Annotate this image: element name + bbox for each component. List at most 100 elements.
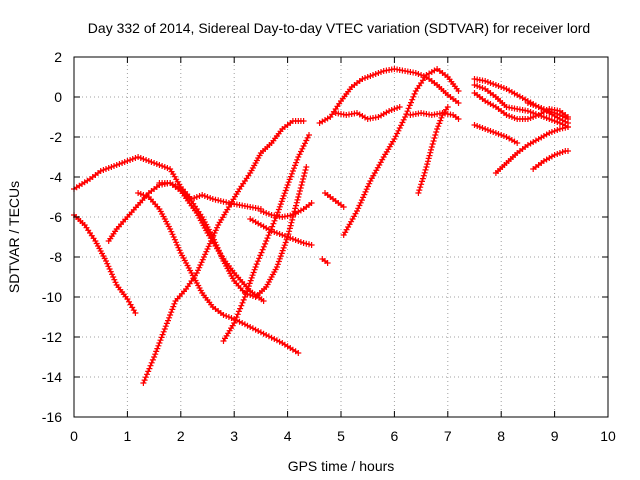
plus-marker <box>264 235 271 242</box>
plus-marker <box>289 236 296 242</box>
plus-marker <box>168 309 175 316</box>
plus-marker <box>241 294 248 300</box>
plus-marker <box>159 163 166 169</box>
plus-marker <box>174 242 181 248</box>
plus-marker <box>364 183 371 190</box>
plus-marker <box>406 102 413 109</box>
plus-marker <box>159 331 166 338</box>
plus-marker <box>455 100 462 106</box>
plus-marker <box>286 228 293 235</box>
plus-marker <box>223 313 230 319</box>
plus-marker <box>105 263 112 270</box>
plus-marker <box>551 128 558 134</box>
plus-marker <box>419 178 425 185</box>
plus-marker <box>487 128 494 134</box>
x-tick-label: 9 <box>551 428 559 444</box>
y-tick-label: -4 <box>50 169 63 185</box>
plus-marker <box>151 160 158 166</box>
plus-marker <box>296 191 303 197</box>
plus-marker <box>164 165 171 171</box>
plus-marker <box>430 138 437 144</box>
plus-marker <box>112 279 119 286</box>
plus-marker <box>498 84 505 90</box>
plus-marker <box>530 114 537 120</box>
plus-marker <box>363 186 370 193</box>
plus-marker <box>436 120 443 127</box>
plus-marker <box>444 104 451 110</box>
plus-marker <box>425 158 431 165</box>
plus-marker <box>237 305 244 312</box>
plus-marker <box>296 188 303 194</box>
plus-marker <box>490 81 497 87</box>
plus-marker <box>281 242 288 249</box>
plus-marker <box>565 116 571 122</box>
plus-marker <box>396 104 403 110</box>
plus-marker <box>247 292 254 298</box>
plus-marker <box>288 170 295 177</box>
plus-marker <box>527 109 534 115</box>
plus-marker <box>565 148 571 154</box>
y-tick-label: -12 <box>42 329 62 345</box>
plus-marker <box>487 80 494 86</box>
plus-marker <box>293 199 300 206</box>
plus-marker <box>420 172 427 179</box>
plus-marker <box>271 217 278 224</box>
plus-marker <box>103 166 109 172</box>
plus-marker <box>354 208 360 214</box>
plus-marker <box>498 132 505 138</box>
plus-marker <box>232 317 239 324</box>
plus-marker <box>160 328 167 335</box>
plus-marker <box>265 232 272 239</box>
plus-marker <box>424 161 431 168</box>
plus-marker <box>300 118 307 124</box>
plus-marker <box>300 176 307 182</box>
y-tick-label: -10 <box>42 289 62 305</box>
plus-marker <box>212 239 219 246</box>
x-tick-labels: 0 1 2 3 4 5 6 7 8 9 10 <box>70 428 616 444</box>
plus-marker <box>242 291 249 298</box>
plus-marker <box>399 119 406 126</box>
series-track-14 <box>340 66 462 238</box>
plus-marker <box>358 197 365 204</box>
plus-marker <box>299 179 306 185</box>
plus-marker <box>535 104 542 110</box>
plus-marker <box>103 258 109 264</box>
plus-marker <box>302 167 309 173</box>
x-tick-label: 10 <box>600 428 616 444</box>
plus-marker <box>559 113 566 120</box>
plus-marker <box>300 240 307 246</box>
x-tick-label: 1 <box>124 428 132 444</box>
plus-marker <box>479 85 486 91</box>
plus-marker <box>361 191 368 198</box>
plus-marker <box>540 106 547 112</box>
x-tick-label: 8 <box>497 428 505 444</box>
plus-marker <box>402 114 409 120</box>
series-track-16 <box>415 104 451 196</box>
series-line <box>343 68 460 236</box>
plus-marker <box>200 254 207 260</box>
plus-marker <box>295 350 302 356</box>
plus-marker <box>410 93 417 100</box>
plus-marker <box>141 377 148 384</box>
plus-marker <box>287 222 294 229</box>
plus-marker <box>196 193 203 199</box>
y-tick-label: 0 <box>54 89 62 105</box>
plus-marker <box>167 226 174 232</box>
plus-marker <box>258 249 265 256</box>
plus-marker <box>248 274 255 281</box>
plus-marker <box>437 117 444 124</box>
plus-marker <box>284 182 291 188</box>
plus-marker <box>293 202 299 209</box>
plus-marker <box>151 354 158 360</box>
plus-marker <box>291 165 297 172</box>
x-tick-label: 0 <box>70 428 78 444</box>
series-track-03 <box>105 180 267 304</box>
plus-marker <box>251 266 258 273</box>
plus-marker <box>220 312 227 318</box>
series-track-04 <box>135 190 302 356</box>
plus-marker <box>257 208 264 214</box>
plus-marker <box>239 320 246 326</box>
plus-marker <box>546 116 553 122</box>
plus-marker <box>308 242 315 248</box>
